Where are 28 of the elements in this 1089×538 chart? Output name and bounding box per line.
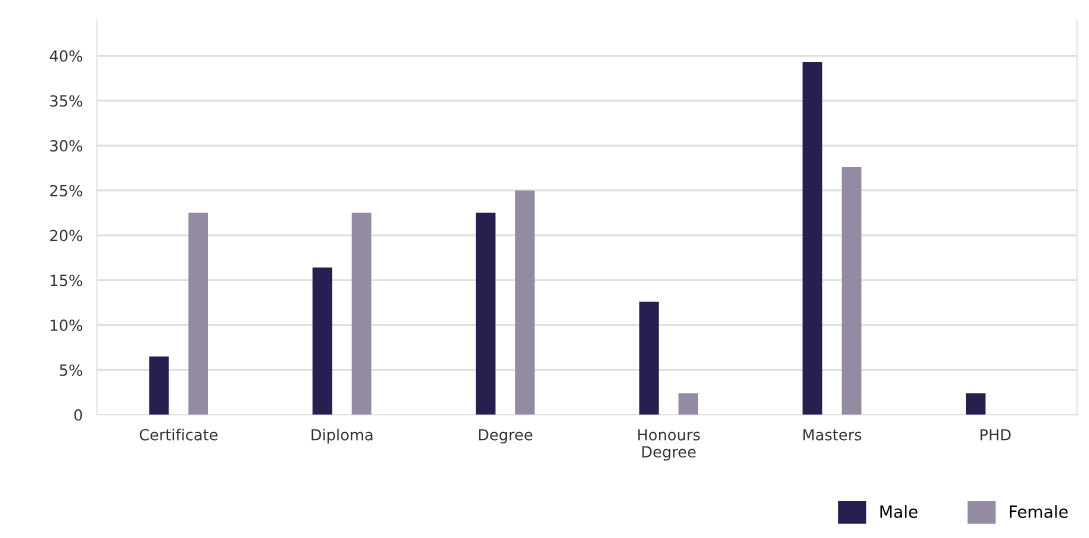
y-tick-label: 5% (59, 364, 83, 376)
bar (639, 301, 659, 415)
x-tick-label: PHD (980, 429, 1011, 441)
y-tick-label: 20% (50, 229, 83, 242)
x-tick-label: Honours Degree (638, 429, 700, 461)
bar (149, 356, 169, 415)
y-tick-label: 25% (50, 184, 83, 197)
y-tick-label: 40% (49, 50, 83, 62)
x-tick-label: Masters (803, 429, 862, 441)
x-tick-label: Diploma (311, 428, 373, 444)
x-tick-label: Certificate (139, 428, 218, 441)
bar (965, 393, 986, 415)
legend-label: Female (1009, 505, 1068, 518)
y-tick-label: 0 (74, 409, 83, 421)
bar (188, 212, 208, 415)
bar (351, 212, 372, 415)
y-tick-label: 10% (50, 319, 83, 332)
x-tick-label: Degree (478, 429, 533, 444)
bar (515, 190, 535, 415)
y-tick-label: 35% (50, 95, 83, 107)
bar (678, 393, 699, 415)
y-tick-label: 30% (50, 140, 83, 152)
bar (475, 212, 496, 415)
legend-label: Male (880, 505, 918, 518)
bar (841, 167, 862, 415)
bar (312, 267, 333, 415)
y-tick-label: 15% (50, 274, 83, 287)
bar (802, 62, 823, 415)
